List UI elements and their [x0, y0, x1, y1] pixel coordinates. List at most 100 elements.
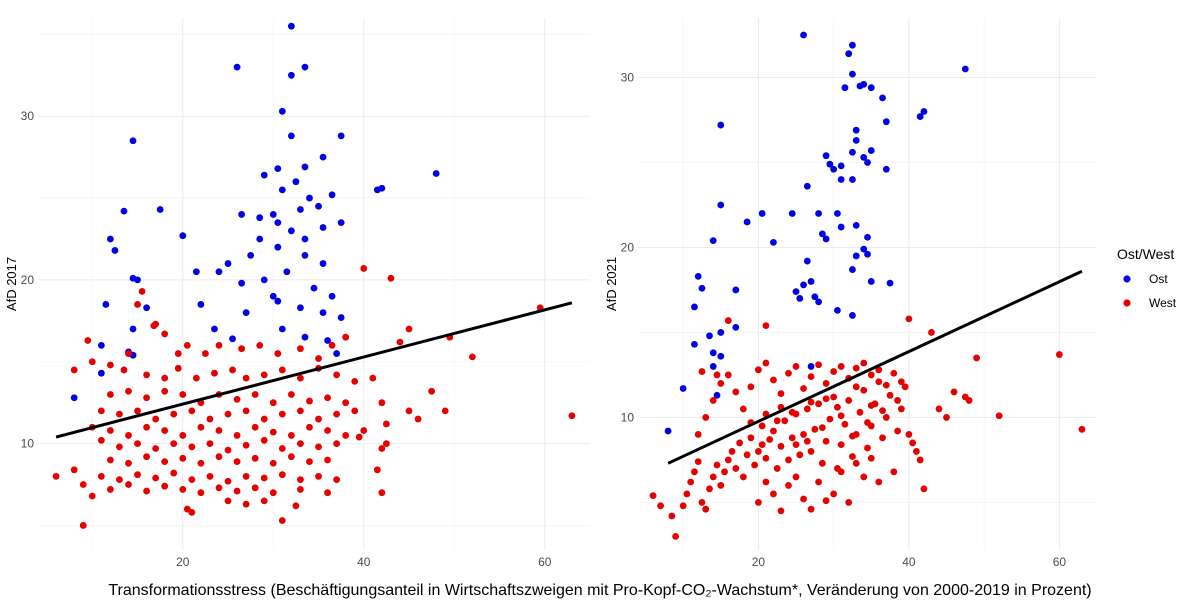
data-point-west — [807, 373, 815, 381]
data-point-west — [152, 474, 160, 482]
y-tick-label: 30 — [21, 109, 35, 123]
data-point-west — [754, 366, 762, 374]
data-point-west — [324, 427, 331, 434]
data-point-west — [770, 427, 777, 435]
data-point-west — [88, 492, 96, 500]
data-point-west — [116, 476, 123, 484]
data-point-west — [161, 458, 169, 466]
data-point-west — [242, 472, 250, 480]
data-point-west — [837, 363, 845, 370]
data-point-ost — [278, 186, 286, 194]
data-point-ost — [886, 279, 894, 287]
data-point-ost — [283, 268, 291, 276]
data-point-west — [269, 428, 277, 436]
data-point-west — [834, 403, 841, 411]
data-point-ost — [717, 352, 725, 360]
data-point-west — [152, 415, 160, 423]
data-point-west — [242, 500, 250, 508]
data-point-ost — [758, 210, 766, 217]
data-point-ost — [310, 284, 318, 292]
data-point-west — [315, 472, 322, 480]
data-point-west — [875, 378, 883, 386]
data-point-west — [152, 445, 160, 452]
data-point-west — [683, 490, 691, 498]
data-point-west — [875, 366, 883, 374]
data-point-west — [909, 439, 917, 447]
data-point-west — [297, 440, 304, 447]
data-point-west — [818, 424, 826, 432]
data-point-west — [800, 431, 807, 438]
data-point-west — [197, 489, 205, 497]
data-point-ost — [691, 303, 698, 311]
data-point-west — [568, 412, 576, 420]
data-point-west — [387, 274, 395, 282]
data-point-ost — [852, 252, 860, 260]
data-point-west — [770, 490, 777, 498]
data-point-ost — [796, 295, 804, 302]
data-point-west — [179, 486, 187, 493]
data-point-west — [405, 407, 413, 415]
data-point-west — [724, 456, 732, 464]
data-point-ost — [256, 235, 264, 243]
data-point-west — [84, 337, 92, 344]
data-point-west — [717, 482, 725, 489]
data-point-ost — [920, 108, 928, 115]
data-point-ost — [238, 279, 246, 287]
data-point-west — [822, 437, 830, 445]
panel-afd-2017: 20 40 60 10 20 30 AfD 2017 — [4, 18, 590, 569]
data-point-west — [698, 499, 706, 506]
data-point-ost — [301, 251, 309, 259]
data-point-west — [134, 301, 141, 308]
data-point-ost — [337, 219, 345, 227]
data-point-ost — [278, 325, 286, 333]
y-axis-title: AfD 2017 — [4, 257, 19, 311]
data-point-ost — [864, 250, 871, 258]
data-point-west — [143, 423, 150, 431]
data-point-ost — [70, 394, 78, 402]
data-point-west — [333, 410, 341, 418]
data-point-ost — [717, 329, 725, 336]
panel-afd-2021: 20 40 60 10 20 30 AfD 2021 — [604, 18, 1097, 569]
data-point-ost — [274, 243, 282, 251]
data-point-west — [762, 454, 770, 462]
data-point-west — [306, 397, 313, 405]
data-point-ost — [211, 325, 218, 333]
data-point-west — [215, 341, 223, 349]
trend-line — [55, 301, 573, 439]
data-point-west — [378, 445, 386, 452]
data-point-ost — [274, 297, 282, 305]
data-point-west — [287, 391, 295, 398]
data-point-west — [837, 468, 845, 476]
data-point-west — [161, 330, 169, 338]
data-point-ost — [247, 251, 255, 259]
data-point-west — [785, 482, 792, 489]
data-point-west — [70, 366, 78, 374]
data-point-west — [849, 453, 856, 460]
data-point-west — [242, 441, 250, 449]
data-point-ost — [800, 281, 807, 289]
data-point-west — [174, 364, 182, 372]
data-point-west — [864, 419, 871, 426]
data-point-west — [278, 366, 286, 374]
data-point-west — [378, 399, 386, 407]
data-point-west — [278, 445, 286, 452]
data-point-ost — [834, 306, 841, 314]
data-point-west — [342, 399, 350, 407]
data-point-west — [770, 376, 777, 384]
data-point-west — [882, 381, 890, 389]
data-point-west — [428, 387, 436, 395]
data-point-west — [369, 374, 377, 382]
data-point-west — [739, 473, 747, 481]
data-point-west — [777, 442, 785, 450]
y-tick-label: 30 — [621, 70, 635, 84]
data-point-west — [709, 397, 717, 404]
data-point-west — [161, 374, 169, 382]
data-point-west — [324, 394, 331, 402]
data-point-west — [815, 400, 822, 408]
data-point-west — [830, 490, 838, 498]
data-point-ost — [260, 171, 268, 179]
data-point-west — [785, 456, 792, 464]
data-point-west — [88, 358, 96, 366]
data-point-west — [342, 432, 350, 439]
data-point-ost — [826, 160, 834, 168]
